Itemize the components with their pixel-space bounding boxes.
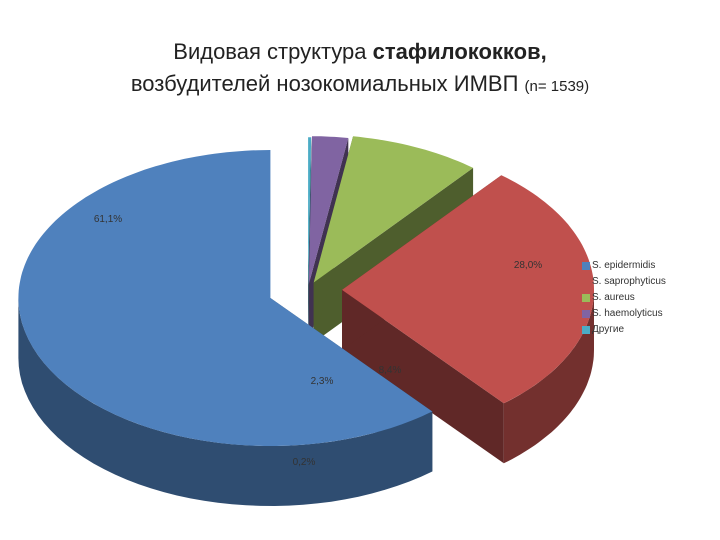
legend-item-s-epidermidis: S. epidermidis (582, 258, 666, 274)
title-line-1: Видовая структура стафилококков, (0, 36, 720, 68)
pie-slice-top-другие (308, 137, 312, 286)
legend-label-другие: Другие (592, 324, 625, 335)
pie-slice-side-s-epidermidis-0 (18, 298, 433, 506)
pie-slice-side-s-saprophyticus-0 (503, 289, 594, 464)
legend-swatch-s-haemolyticus (582, 310, 590, 318)
title-line2-main: возбудителей нозокомиальных ИМВП (130, 71, 525, 96)
pie-slice-s-epidermidis (18, 150, 433, 506)
legend-swatch-s-aureus (582, 294, 590, 302)
pie-slice-wall-s-saprophyticus-0 (342, 289, 504, 464)
pie-slice-top-s-saprophyticus (342, 175, 594, 404)
data-label-s-haemolyticus: 2,3% (311, 376, 334, 387)
legend-item-другие: Другие (582, 322, 666, 338)
legend-swatch-другие (582, 326, 590, 334)
data-label-другие: 0,2% (293, 457, 316, 468)
legend-label-s-saprophyticus: S. saprophyticus (592, 276, 666, 287)
legend-label-s-haemolyticus: S. haemolyticus (592, 308, 663, 319)
legend-swatch-s-saprophyticus (582, 278, 590, 286)
pie-slice-top-s-aureus (313, 136, 474, 283)
pie-slice-top-s-haemolyticus (308, 136, 349, 285)
data-label-s-aureus: 8,4% (379, 365, 402, 376)
title-line1-normal: Видовая структура (173, 39, 373, 64)
title-line-2: возбудителей нозокомиальных ИМВП (n= 153… (0, 68, 720, 103)
legend-swatch-s-epidermidis (582, 262, 590, 270)
legend-item-s-haemolyticus: S. haemolyticus (582, 306, 666, 322)
chart-legend: S. epidermidis S. saprophyticus S. aureus S… (582, 258, 666, 338)
pie-slice-s-saprophyticus (342, 175, 594, 464)
legend-label-s-epidermidis: S. epidermidis (592, 260, 656, 271)
pie-slice-top-s-epidermidis (18, 150, 433, 446)
legend-item-s-saprophyticus: S. saprophyticus (582, 274, 666, 290)
legend-item-s-aureus: S. aureus (582, 290, 666, 306)
chart-title: Видовая структура стафилококков, возбуди… (0, 36, 720, 103)
title-line1-bold: стафилококков, (372, 39, 547, 64)
title-sample-size: (n= 1539) (524, 78, 590, 95)
legend-label-s-aureus: S. aureus (592, 292, 635, 303)
data-label-s-saprophyticus: 28,0% (514, 260, 542, 271)
data-label-s-epidermidis: 61,1% (94, 214, 122, 225)
